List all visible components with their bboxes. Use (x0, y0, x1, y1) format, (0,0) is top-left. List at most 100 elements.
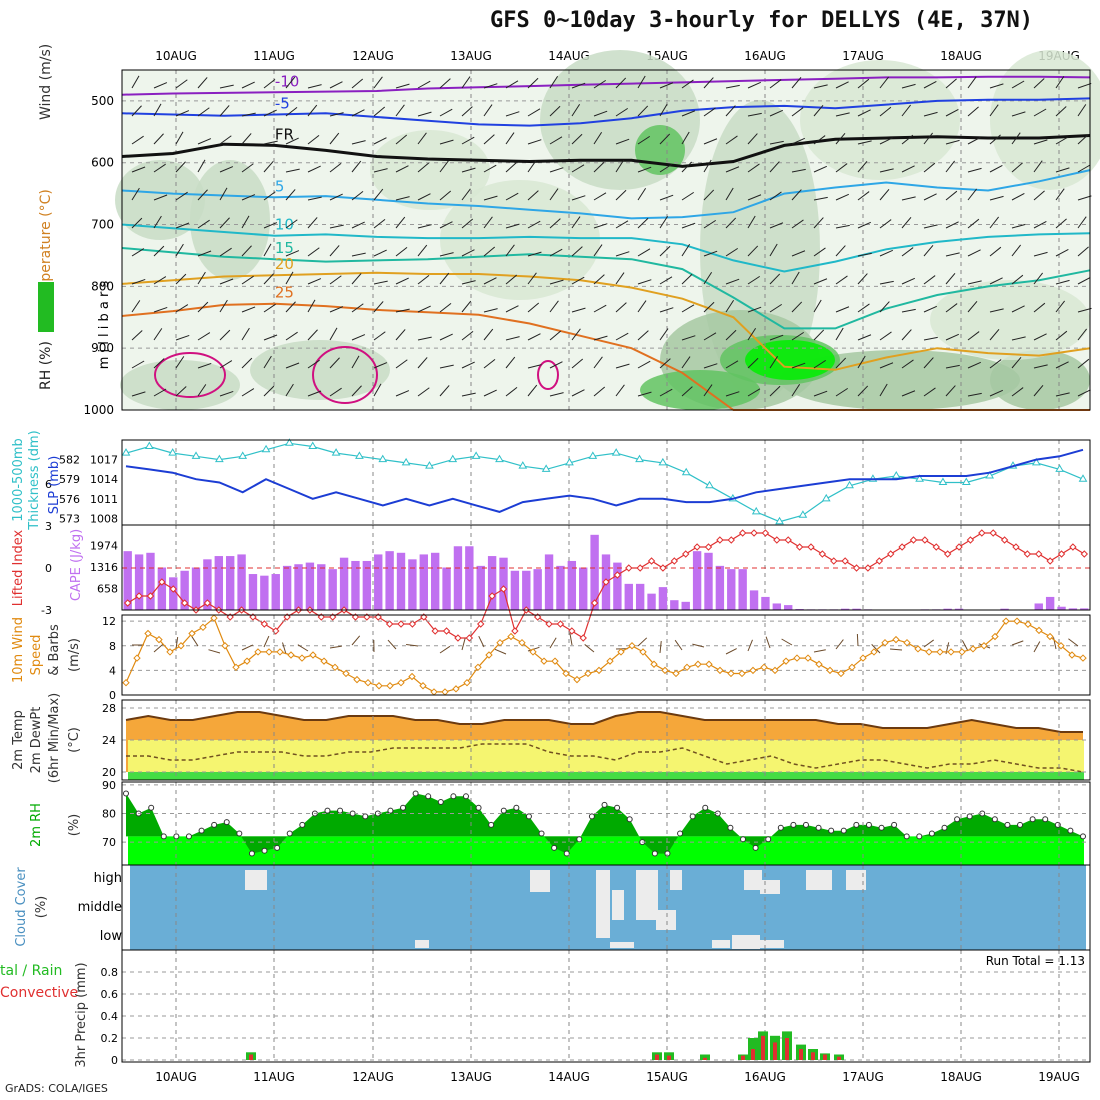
wind-barb (615, 363, 630, 369)
wind-barb (725, 329, 737, 341)
wind-barb (197, 384, 207, 397)
thickness-marker (845, 480, 854, 489)
rh-marker (727, 824, 734, 831)
rh-marker (160, 833, 167, 840)
surface-wind-barb (241, 644, 254, 651)
cloud-block (656, 910, 676, 930)
wind-barb (417, 357, 428, 369)
wind-speed-marker (782, 657, 790, 665)
wind-barb (351, 334, 366, 341)
wind-barb (175, 191, 188, 201)
wind-barb (241, 245, 252, 257)
wind-barb (483, 328, 494, 341)
lifted-index-marker (1057, 550, 1066, 558)
wind-barb (1077, 82, 1092, 89)
thickness-tick-label: 576 (59, 493, 80, 506)
cape-bar (943, 608, 952, 610)
wind-barb (615, 189, 627, 201)
thickness-marker (144, 441, 154, 450)
wind-barb (153, 163, 166, 173)
cape-bar (954, 608, 964, 610)
wind-barb (681, 131, 690, 145)
date-label-bottom: 13AUG (450, 1070, 492, 1084)
wind-tick-label: 12 (102, 615, 116, 628)
cape-bar (317, 564, 326, 610)
wind-barb (417, 193, 431, 201)
surface-wind-barb (208, 649, 221, 654)
rh-marker (777, 824, 784, 831)
wind-barb (989, 216, 1000, 229)
surface-wind-barb (351, 635, 361, 646)
cape-bar (419, 554, 428, 610)
cape-bar (374, 554, 383, 610)
cape-bar (852, 608, 861, 610)
wind-barb (461, 300, 472, 313)
rh-marker (916, 833, 923, 840)
precip-convective-bar (741, 1055, 745, 1060)
cape-bar (225, 556, 235, 610)
series-line-slp (125, 448, 1084, 513)
wind-barb (263, 303, 276, 313)
lifted-index-marker (1046, 557, 1054, 565)
wind-barb (769, 79, 782, 89)
wind-speed-marker (771, 666, 779, 675)
wind-barb (351, 78, 364, 89)
thickness-marker (378, 454, 388, 463)
cape-bar (624, 583, 633, 610)
temperature-line (125, 711, 1083, 733)
wind-barb (417, 162, 430, 173)
lifted-index-marker (397, 620, 405, 628)
cape-bar (123, 551, 132, 610)
date-label-bottom: 15AUG (646, 1070, 688, 1084)
rh-marker (702, 804, 709, 811)
wind-speed-marker (342, 669, 350, 678)
surface-wind-barb (923, 639, 935, 648)
wind-barb (549, 136, 563, 145)
wind-barb (703, 107, 716, 117)
surface-wind-barb (725, 648, 737, 655)
wind-barb (395, 165, 409, 173)
wind-barb (219, 360, 233, 369)
cape-tick-label: 1316 (90, 561, 118, 574)
wind-barb (879, 249, 893, 257)
temperature-tick-label: 20 (102, 766, 116, 779)
wind-barb (725, 84, 740, 89)
wind-barb (659, 163, 673, 173)
wind-barb (571, 389, 585, 397)
lifted-index-marker (613, 571, 622, 579)
wind-barb (791, 250, 806, 257)
wind-barb (835, 163, 848, 173)
wind-barb (351, 221, 365, 229)
wind-barb (923, 224, 938, 229)
date-label-top: 11AUG (253, 49, 295, 63)
wind-barb (241, 215, 250, 229)
wind-barb (395, 196, 410, 201)
wind-barb (1033, 190, 1045, 201)
temperature-tick-label: 24 (102, 734, 116, 747)
wind-speed-marker (716, 666, 724, 675)
wind-barb (263, 109, 277, 117)
wind-speed-marker (815, 660, 823, 668)
wind-barb (285, 383, 294, 397)
cloud-block (596, 870, 610, 938)
isotherm-line (121, 97, 1091, 127)
cape-bar (670, 600, 679, 610)
rh-axis-title: 2m RH (29, 803, 44, 847)
rh-marker (966, 813, 973, 820)
lifted-index-marker (761, 529, 770, 537)
wind-barb (373, 76, 383, 89)
wind-barb (593, 304, 607, 313)
surface-wind-barb (439, 645, 451, 654)
rh-tick-label: 80 (102, 807, 116, 820)
lifted-index-marker (966, 536, 975, 544)
lifted-index-marker (659, 564, 667, 572)
rh-marker (198, 827, 205, 834)
cape-axis-title-text: CAPE (J/kg) (69, 529, 84, 601)
wind-barb (461, 249, 475, 257)
wind-barb (153, 245, 165, 257)
wind-barb (637, 75, 646, 89)
wind-barb (153, 215, 162, 229)
wind-barb (307, 390, 322, 397)
wind-speed-marker (386, 682, 394, 690)
lifted-index-marker (830, 557, 838, 565)
